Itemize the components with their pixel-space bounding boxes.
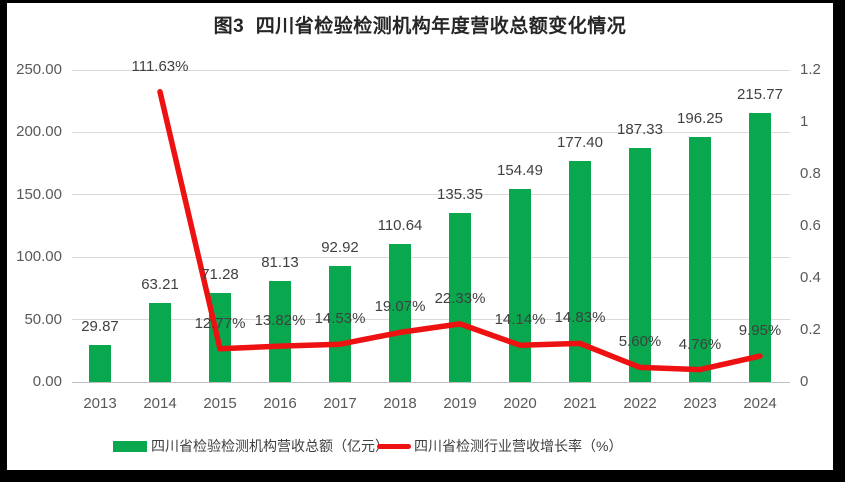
bar-value-label: 110.64: [377, 216, 423, 234]
bar-value-label: 92.92: [321, 239, 359, 257]
x-axis-label-2016: 2016: [263, 395, 297, 412]
y-axis-tick-right: 0.2: [800, 321, 821, 338]
revenue-bar-2020: [509, 189, 531, 382]
revenue-bar-2014: [149, 303, 171, 382]
y-axis-tick-right: 1.2: [800, 61, 821, 78]
y-axis-tick-right: 0.6: [800, 217, 821, 234]
legend-label-line-series: 四川省检测行业营收增长率（%）: [414, 438, 623, 454]
legend: 四川省检验检测机构营收总额（亿元） 四川省检测行业营收增长率（%）: [0, 436, 845, 458]
gridline: [72, 69, 790, 71]
y-axis-tick-right: 0.8: [800, 165, 821, 182]
growth-rate-label: 4.76%: [678, 335, 722, 353]
growth-rate-label: 12.77%: [194, 314, 246, 332]
revenue-bar-2018: [389, 243, 411, 382]
x-axis-line: [72, 381, 790, 383]
revenue-bar-2017: [329, 266, 351, 382]
chart-title: 图3 四川省检验检测机构年度营收总额变化情况: [213, 16, 627, 37]
growth-rate-label: 111.63%: [131, 57, 189, 75]
revenue-bar-2016: [269, 280, 291, 382]
revenue-bar-2022: [629, 148, 651, 382]
x-axis-label-2022: 2022: [623, 395, 657, 412]
growth-rate-label: 14.14%: [494, 311, 546, 329]
y-axis-tick-left: 50.00: [24, 310, 62, 328]
y-axis-tick-left: 250.00: [16, 61, 62, 78]
bar-value-label: 177.40: [557, 133, 603, 151]
bar-value-label: 29.87: [81, 317, 119, 335]
revenue-bar-2021: [569, 160, 591, 382]
y-axis-tick-left: 200.00: [16, 123, 62, 141]
bar-value-label: 154.49: [497, 162, 543, 180]
bar-value-label: 63.21: [141, 276, 179, 294]
y-axis-tick-left: 150.00: [16, 185, 62, 203]
growth-rate-label: 13.82%: [254, 312, 306, 330]
legend-label-bar-series: 四川省检验检测机构营收总额（亿元）: [151, 438, 389, 454]
revenue-bar-2013: [89, 344, 111, 382]
bar-value-label: 71.28: [201, 266, 239, 284]
growth-rate-label: 14.53%: [314, 310, 366, 328]
gridline: [72, 194, 790, 196]
growth-rate-label: 19.07%: [374, 298, 426, 316]
growth-rate-label: 14.83%: [554, 309, 606, 327]
bar-series-swatch-icon: [113, 441, 147, 452]
gridline: [72, 256, 790, 258]
revenue-bar-2023: [689, 137, 711, 382]
growth-rate-label: 5.60%: [618, 333, 662, 351]
y-axis-tick-right: 0: [800, 373, 809, 390]
growth-rate-label: 22.33%: [434, 289, 486, 307]
revenue-bar-2019: [449, 213, 471, 382]
growth-line: [157, 89, 763, 373]
y-axis-tick-left: 0.00: [32, 373, 62, 390]
x-axis-label-2019: 2019: [443, 395, 477, 412]
x-axis-label-2024: 2024: [743, 395, 777, 412]
y-axis-tick-right: 1: [800, 113, 809, 130]
x-axis-label-2017: 2017: [323, 395, 357, 412]
y-axis-tick-left: 100.00: [16, 248, 62, 266]
gridline: [72, 319, 790, 321]
bar-value-label: 187.33: [617, 121, 663, 139]
x-axis-label-2013: 2013: [83, 395, 117, 412]
x-axis-label-2014: 2014: [143, 395, 177, 412]
gridline: [72, 131, 790, 133]
x-axis-label-2021: 2021: [563, 395, 597, 412]
revenue-bar-2024: [749, 112, 771, 382]
x-axis-label-2015: 2015: [203, 395, 237, 412]
x-axis-label-2023: 2023: [683, 395, 717, 412]
growth-rate-label: 9.95%: [738, 322, 782, 340]
x-axis-label-2018: 2018: [383, 395, 417, 412]
bar-value-label: 135.35: [437, 186, 483, 204]
bar-value-label: 81.13: [261, 253, 299, 271]
x-axis-label-2020: 2020: [503, 395, 537, 412]
line-series-swatch-icon: [377, 444, 411, 449]
bar-value-label: 196.25: [677, 110, 723, 128]
y-axis-tick-right: 0.4: [800, 269, 821, 286]
bar-value-label: 215.77: [737, 85, 783, 103]
